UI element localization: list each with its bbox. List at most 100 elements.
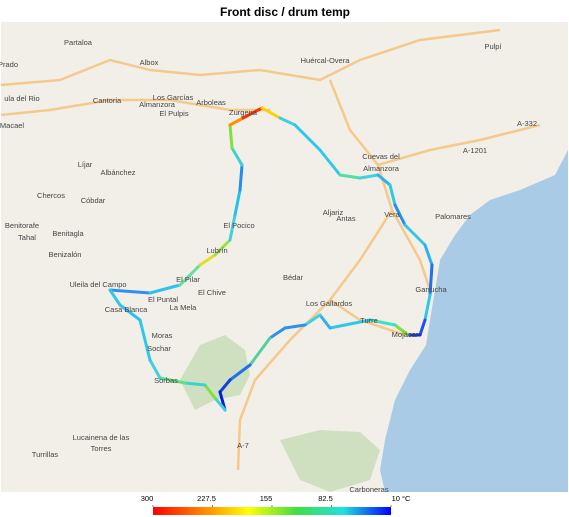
place-label: Casa Blanca [105, 305, 148, 314]
route-segment [148, 283, 182, 295]
park [280, 430, 380, 492]
route-segment [343, 318, 372, 327]
route-segment [403, 223, 427, 247]
colorbar-tick-label: 300 [141, 494, 154, 503]
route-segment [260, 106, 282, 120]
place-label: Almanzora [363, 164, 400, 173]
place-label: Garrucha [415, 285, 447, 294]
place-label: Lubrín [206, 246, 227, 255]
place-label: El Pocico [223, 221, 254, 230]
place-label: Lucainena de las [73, 433, 130, 442]
route-segment [303, 313, 322, 327]
colorbar-tick-label: 227.5 [197, 494, 216, 503]
route-segment [241, 106, 264, 120]
route-segment [213, 396, 227, 412]
place-label: Huércal-Overa [301, 56, 351, 65]
place-label: ula del Rio [4, 94, 39, 103]
place-label: Aljariz [323, 208, 344, 217]
colorbar: 300 227.5 155 82.5 10 °C [141, 494, 411, 515]
place-label: Prado [0, 60, 18, 69]
route-segment [183, 381, 207, 387]
route-segment [228, 213, 237, 242]
place-label: El Chive [198, 288, 226, 297]
basemap [0, 22, 568, 492]
route-segment [293, 123, 322, 152]
place-label: Benitorafe [5, 221, 39, 230]
place-label: Carboneras [349, 485, 388, 494]
place-label: Turrillas [32, 450, 59, 459]
place-label: Uleila del Campo [69, 280, 126, 289]
route-segment [268, 326, 287, 340]
place-label: El Pilar [176, 275, 200, 284]
route-segment [203, 383, 217, 400]
place-label: El Puntal [148, 295, 178, 304]
route-segment [358, 173, 380, 180]
route-segment [118, 303, 142, 322]
route-segment [318, 148, 342, 177]
route-segment [218, 378, 232, 394]
place-label: Zurgena [229, 108, 258, 117]
route-segment [238, 163, 244, 192]
route [108, 106, 434, 412]
place-label: Moras [152, 331, 173, 340]
route-segment [423, 293, 432, 322]
place-label: Chercos [37, 191, 65, 200]
place-label: Cuevas del [362, 152, 400, 161]
route-segment [393, 323, 410, 337]
place-label: Turre [360, 316, 378, 325]
roads [0, 28, 541, 471]
colorbar-tick-label: 82.5 [318, 494, 333, 503]
route-segment [228, 123, 234, 150]
place-label: Los Gallardos [306, 299, 353, 308]
route-segment [278, 116, 297, 127]
route-segment [388, 183, 397, 207]
place-label: Antas [336, 214, 355, 223]
route-segment [328, 323, 347, 330]
route-segment [338, 173, 362, 180]
route-segment [108, 288, 122, 307]
colorbar-tick-label: 10 °C [392, 494, 411, 503]
route-segment [230, 146, 244, 167]
sea [380, 150, 568, 492]
route-segment [228, 116, 245, 127]
route-segment [198, 253, 217, 267]
place-label: Cóbdar [81, 196, 106, 205]
place-label: Tahal [18, 233, 36, 242]
place-label: Palomares [435, 212, 471, 221]
route-segment [428, 263, 434, 297]
place-label: Albox [140, 58, 159, 67]
map-title: Front disc / drum temp [220, 5, 350, 19]
place-label: Cantoria [93, 96, 122, 105]
place-label: Arboleas [196, 98, 226, 107]
place-label: A-1201 [463, 146, 487, 155]
route-segment [248, 336, 272, 367]
place-labels: Partaloa Albox Huércal-Overa Pulpí Prado ula … [0, 38, 537, 494]
place-label: Mojácar [392, 330, 419, 339]
place-label: Sorbas [154, 376, 178, 385]
park [180, 335, 250, 410]
route-segment [158, 376, 187, 385]
route-segment [148, 358, 162, 380]
place-label: Almanzora [139, 100, 176, 109]
route-segment [233, 188, 242, 217]
place-label: Benitagla [52, 229, 84, 238]
route-segment [283, 323, 307, 330]
colorbar-ramp [153, 507, 391, 515]
route-segment [393, 203, 407, 227]
place-label: Torres [91, 444, 112, 453]
place-label: Vera [384, 210, 400, 219]
place-label: Partaloa [64, 38, 93, 47]
place-label: Líjar [78, 160, 93, 169]
route-segment [423, 243, 434, 267]
place-label: Pulpí [484, 42, 502, 51]
place-label: Sochar [147, 344, 171, 353]
route-segment [318, 313, 332, 330]
place-label: Bédar [283, 273, 304, 282]
place-label: Benizalón [49, 250, 82, 259]
route-segment [368, 318, 397, 327]
route-segment [178, 263, 202, 287]
route-segment [376, 173, 392, 187]
route-segment [228, 363, 252, 382]
route-segment [108, 288, 152, 295]
